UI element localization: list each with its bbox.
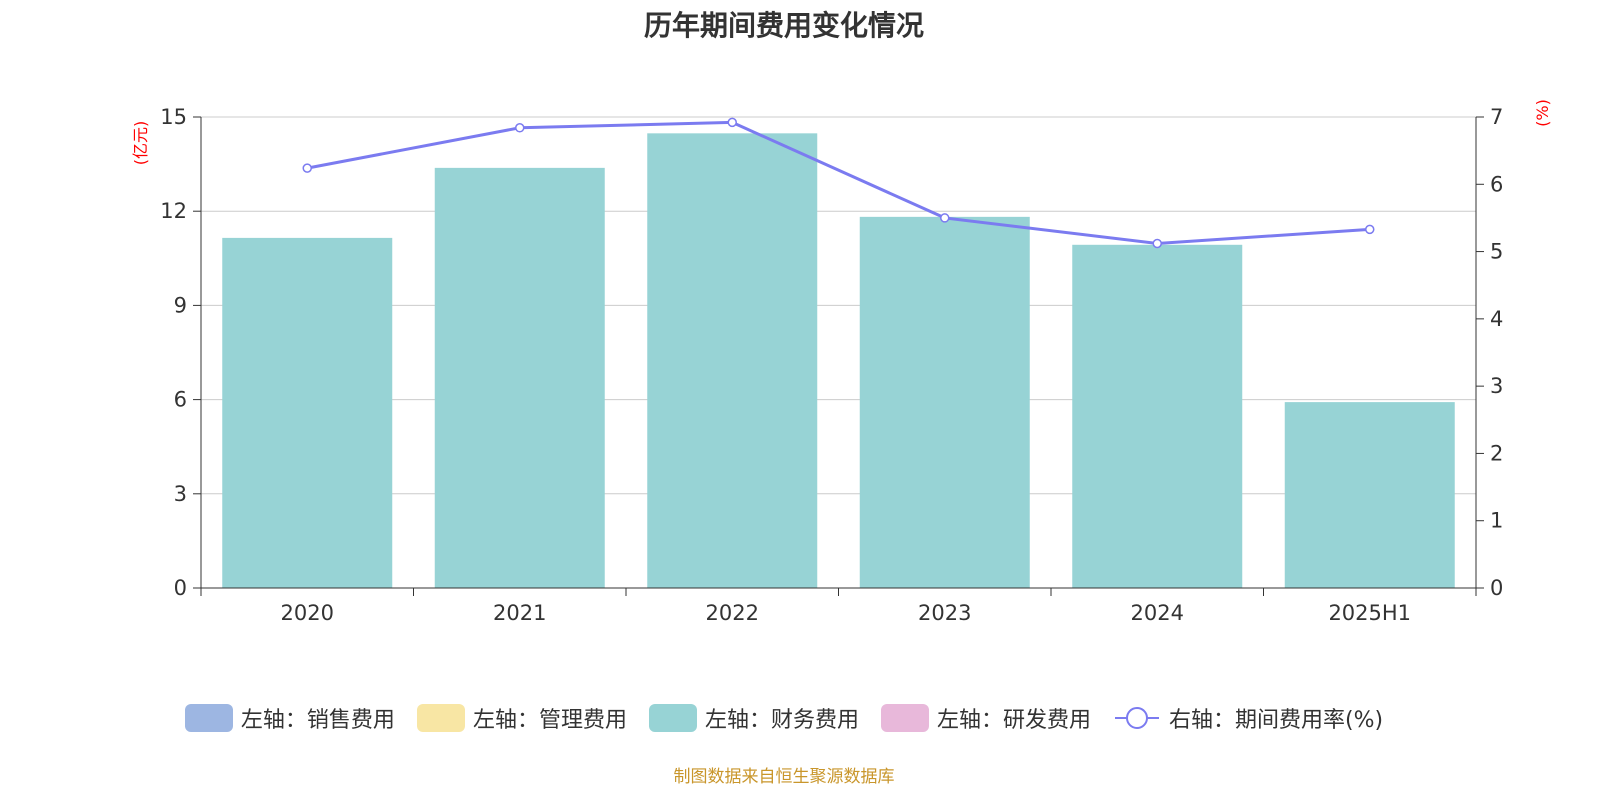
rate-point-2025H1	[1365, 224, 1375, 235]
x-axis-category-label: 2025H1	[1328, 601, 1411, 625]
legend-label: 左轴：财务费用	[704, 708, 859, 733]
left-axis-tick-label: 3	[174, 482, 187, 506]
rate-point-2024	[1152, 238, 1162, 249]
bar-2021	[434, 167, 605, 589]
right-axis-tick-label: 4	[1490, 307, 1503, 331]
legend: 左轴：销售费用 左轴：管理费用 左轴：财务费用 左轴：研发费用 右轴：期间费用率(%)	[0, 702, 1568, 734]
legend-label: 左轴：研发费用	[936, 708, 1091, 733]
grid-layer	[201, 116, 1476, 495]
legend-line-marker-icon	[1114, 707, 1159, 729]
chart-title: 历年期间费用变化情况	[643, 9, 924, 42]
bar-layer	[222, 133, 1455, 589]
legend-label: 右轴：期间费用率(%)	[1168, 708, 1384, 733]
x-axis-category-label: 2022	[706, 601, 759, 625]
right-axis-tick-label: 2	[1490, 441, 1503, 465]
right-axis-tick-label: 5	[1490, 240, 1503, 264]
x-axis-category-label: 2021	[493, 601, 546, 625]
legend-item[interactable]: 左轴：研发费用	[880, 702, 1091, 734]
line-layer	[302, 117, 1375, 249]
bar-2022	[647, 133, 818, 588]
legend-swatch	[184, 704, 233, 732]
bar-2023	[859, 216, 1030, 589]
legend-swatch	[880, 704, 929, 732]
right-axis-tick-label: 7	[1490, 105, 1503, 129]
legend-label: 左轴：管理费用	[472, 708, 627, 733]
left-axis-tick-label: 15	[160, 105, 187, 129]
legend-item[interactable]: 右轴：期间费用率(%)	[1113, 702, 1383, 734]
legend-item[interactable]: 左轴：财务费用	[648, 702, 859, 734]
bar-2024	[1072, 244, 1243, 588]
right-axis-tick-label: 1	[1490, 509, 1503, 533]
right-axis-tick-label: 6	[1490, 172, 1503, 196]
source-note: 制图数据来自恒生聚源数据库	[673, 767, 895, 787]
right-axis-unit: (%)	[1533, 99, 1552, 127]
left-axis-tick-label: 6	[174, 388, 187, 412]
rate-point-2023	[940, 213, 950, 223]
left-axis-tick-label: 0	[174, 576, 187, 600]
left-axis-unit: (亿元)	[131, 121, 150, 166]
bar-2020	[222, 237, 393, 588]
x-axis-category-label: 2023	[918, 601, 971, 625]
rate-point-2020	[302, 163, 312, 173]
x-axis-category-label: 2020	[281, 601, 334, 625]
legend-swatch	[648, 704, 697, 732]
right-axis-tick-label: 3	[1490, 374, 1503, 398]
rate-point-2022	[727, 117, 737, 128]
legend-label: 左轴：销售费用	[240, 708, 395, 733]
bar-2025H1	[1284, 402, 1455, 588]
x-axis-category-label: 2024	[1131, 601, 1184, 625]
axis-layer	[193, 116, 1484, 596]
legend-item[interactable]: 左轴：销售费用	[184, 702, 395, 734]
legend-swatch	[416, 704, 465, 732]
legend-item[interactable]: 左轴：管理费用	[416, 702, 627, 734]
left-axis-tick-label: 9	[174, 293, 187, 317]
right-axis-tick-label: 0	[1490, 576, 1503, 600]
rate-point-2021	[515, 123, 525, 133]
left-axis-tick-label: 12	[160, 199, 187, 223]
rate-line	[306, 120, 1370, 246]
